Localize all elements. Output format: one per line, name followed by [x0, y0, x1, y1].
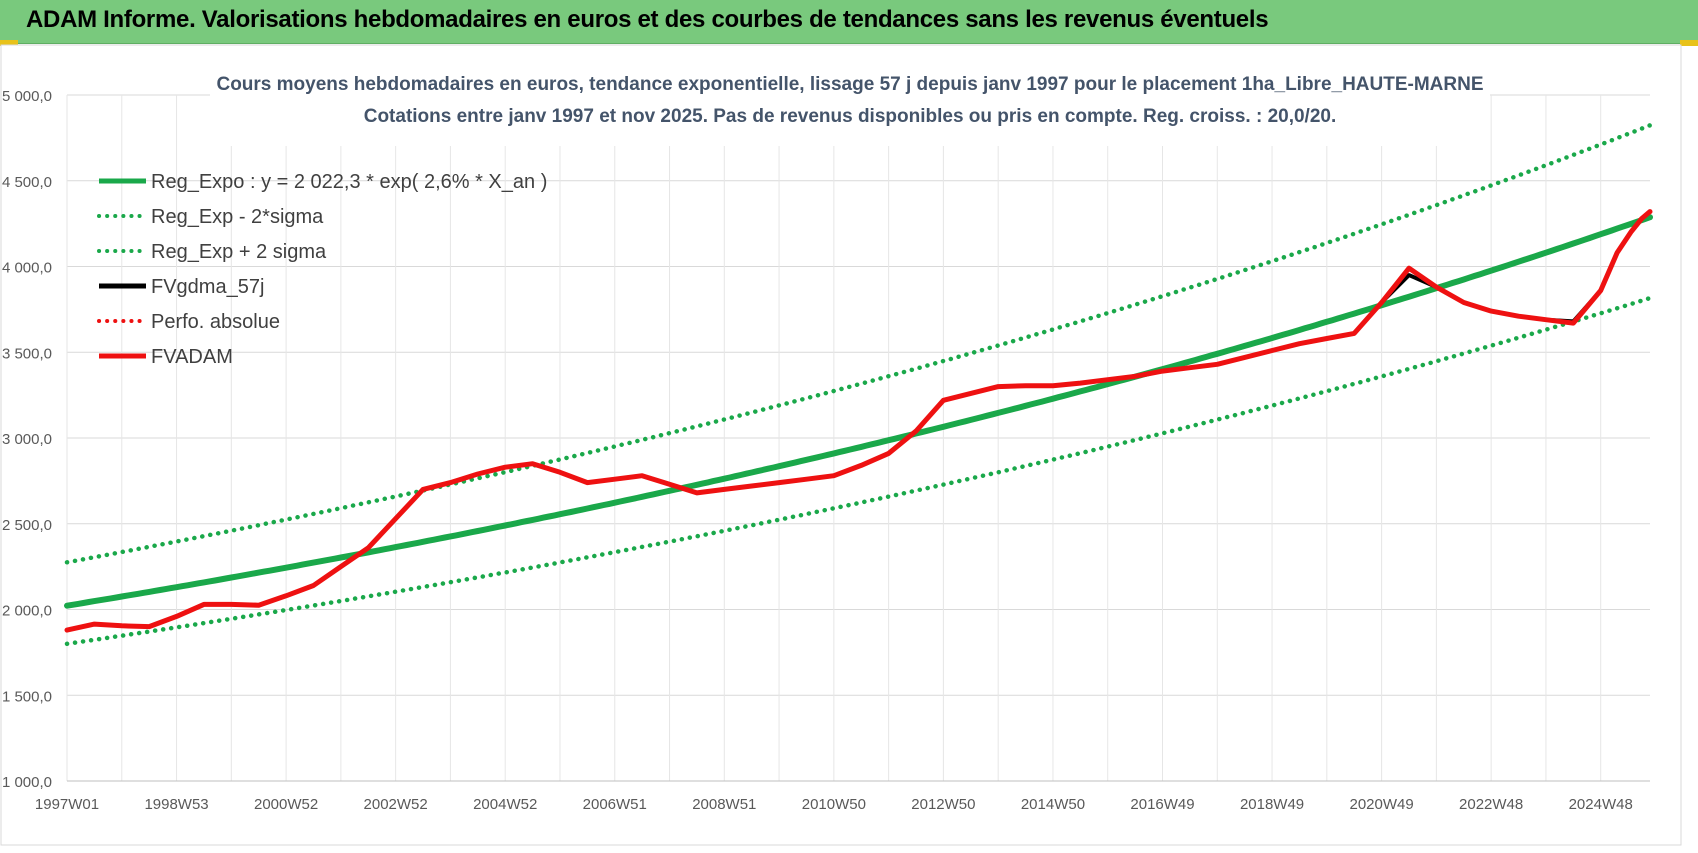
y-tick-label: 4 000,0 — [2, 260, 52, 277]
x-tick-label: 2002W52 — [364, 796, 428, 813]
x-tick-label: 2022W48 — [1459, 796, 1523, 813]
legend-label: FVADAM — [151, 346, 233, 368]
x-tick-label: 2018W49 — [1240, 796, 1304, 813]
x-tick-label: 2008W51 — [692, 796, 756, 813]
y-tick-label: 2 000,0 — [2, 603, 52, 620]
left-corner-marker — [0, 40, 18, 46]
legend-label: FVgdma_57j — [151, 276, 264, 298]
right-corner-marker — [1680, 40, 1698, 46]
x-tick-label: 2024W48 — [1569, 796, 1633, 813]
x-tick-label: 2012W50 — [911, 796, 975, 813]
x-tick-label: 2020W49 — [1349, 796, 1413, 813]
legend-label: Reg_Exp + 2 sigma — [151, 241, 327, 263]
legend-label: Perfo. absolue — [151, 311, 280, 333]
x-tick-label: 1998W53 — [144, 796, 208, 813]
legend-label: Reg_Exp - 2*sigma — [151, 206, 324, 228]
x-tick-label: 2000W52 — [254, 796, 318, 813]
y-tick-label: 3 500,0 — [2, 345, 52, 362]
report-title: ADAM Informe. Valorisations hebdomadaire… — [26, 6, 1269, 33]
chart-subtitle: Cotations entre janv 1997 et nov 2025. P… — [364, 106, 1337, 127]
series-line-trend — [64, 214, 1653, 609]
chart-legend: Reg_Expo : y = 2 022,3 * exp( 2,6% * X_a… — [97, 171, 547, 368]
series-line-high — [64, 123, 1653, 565]
y-tick-label: 2 500,0 — [2, 517, 52, 534]
plot-border — [0, 44, 1682, 846]
chart-title: Cours moyens hebdomadaires en euros, ten… — [216, 74, 1483, 95]
line-chart: 1 000,0 1 500,0 2 000,0 2 500,0 3 000,0 3 500… — [0, 44, 1682, 846]
legend-label: Reg_Expo : y = 2 022,3 * exp( 2,6% * X_a… — [151, 171, 547, 193]
series-line-fvadam — [64, 209, 1653, 633]
series-line-low — [64, 295, 1653, 647]
x-tick-label: 2014W50 — [1021, 796, 1085, 813]
y-tick-label: 4 500,0 — [2, 174, 52, 191]
y-tick-label: 1 000,0 — [2, 774, 52, 791]
x-tick-label: 2004W52 — [473, 796, 537, 813]
y-tick-label: 3 000,0 — [2, 431, 52, 448]
x-tick-label: 2010W50 — [802, 796, 866, 813]
y-tick-label: 1 500,0 — [2, 688, 52, 705]
y-tick-label: 5 000,0 — [2, 88, 52, 105]
x-tick-label: 2006W51 — [583, 796, 647, 813]
x-tick-label: 2016W49 — [1130, 796, 1194, 813]
x-tick-label: 1997W01 — [35, 796, 99, 813]
title-backdrop — [210, 64, 1490, 146]
report-header: ADAM Informe. Valorisations hebdomadaire… — [0, 0, 1698, 44]
chart-area: 1 000,0 1 500,0 2 000,0 2 500,0 3 000,0 3 500… — [0, 44, 1698, 848]
